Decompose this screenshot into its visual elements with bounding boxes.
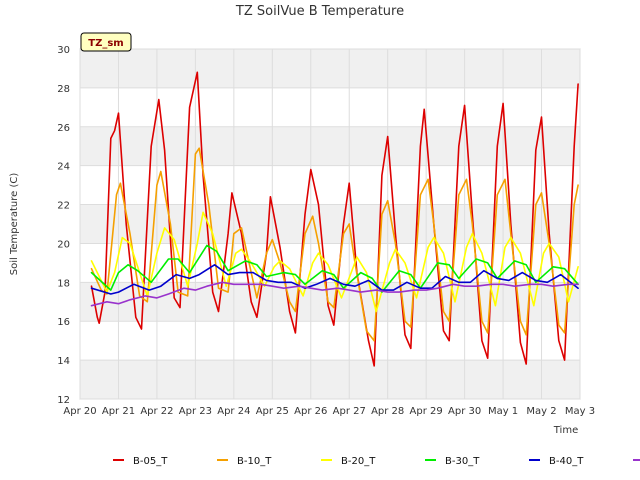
legend-label: B-30_T: [445, 456, 480, 467]
x-tick-label: Apr 22: [140, 406, 173, 417]
x-axis-title: Time: [553, 425, 578, 436]
x-tick-label: Apr 23: [179, 406, 212, 417]
station-badge: TZ_sm: [80, 32, 132, 52]
series-lines: [90, 71, 579, 367]
y-axis-ticks: 12 14 16 18 20 22 24 26 28 30: [57, 45, 70, 406]
station-badge-label: TZ_sm: [88, 38, 123, 49]
legend-label: B-40_T: [549, 456, 584, 467]
x-tick-label: Apr 26: [294, 406, 327, 417]
y-tick-label: 26: [57, 123, 70, 134]
y-tick-label: 30: [57, 45, 70, 56]
y-axis-title: Soil Temperature (C): [9, 173, 20, 276]
series-line-b-30-t: [90, 244, 579, 293]
series-line-b-05-t: [90, 71, 579, 367]
x-tick-label: May 2: [526, 406, 556, 417]
x-tick-label: May 1: [488, 406, 518, 417]
x-axis-ticks: Apr 20 Apr 21 Apr 22 Apr 23 Apr 24 Apr 25 Apr …: [63, 406, 595, 417]
x-tick-label: Apr 21: [102, 406, 135, 417]
background-band: [80, 49, 580, 88]
y-tick-label: 24: [57, 162, 70, 173]
series-line-b-40-t: [90, 263, 579, 295]
legend: B-05_TB-10_TB-20_TB-30_TB-40_TB-50_T: [113, 456, 640, 467]
series-line-b-50-t: [90, 281, 579, 307]
station-badge-box: [80, 32, 132, 52]
series-line-b-20-t: [90, 211, 579, 313]
y-tick-label: 28: [57, 84, 70, 95]
y-tick-label: 12: [57, 395, 70, 406]
legend-label: B-05_T: [133, 456, 168, 467]
y-tick-label: 14: [57, 356, 70, 367]
y-tick-label: 18: [57, 278, 70, 289]
x-tick-label: Apr 30: [448, 406, 481, 417]
x-tick-label: Apr 24: [217, 406, 250, 417]
x-tick-label: Apr 25: [256, 406, 289, 417]
background-band: [80, 360, 580, 399]
legend-label: B-20_T: [341, 456, 376, 467]
x-tick-label: Apr 29: [410, 406, 443, 417]
x-tick-label: Apr 28: [371, 406, 404, 417]
y-tick-label: 20: [57, 239, 70, 250]
series-line-b-10-t: [90, 147, 579, 342]
x-tick-label: Apr 20: [63, 406, 96, 417]
chart-title: TZ SoilVue B Temperature: [235, 4, 404, 19]
y-tick-label: 22: [57, 201, 70, 212]
y-tick-label: 16: [57, 317, 70, 328]
legend-label: B-10_T: [237, 456, 272, 467]
x-tick-label: Apr 27: [333, 406, 366, 417]
x-tick-label: May 3: [565, 406, 595, 417]
